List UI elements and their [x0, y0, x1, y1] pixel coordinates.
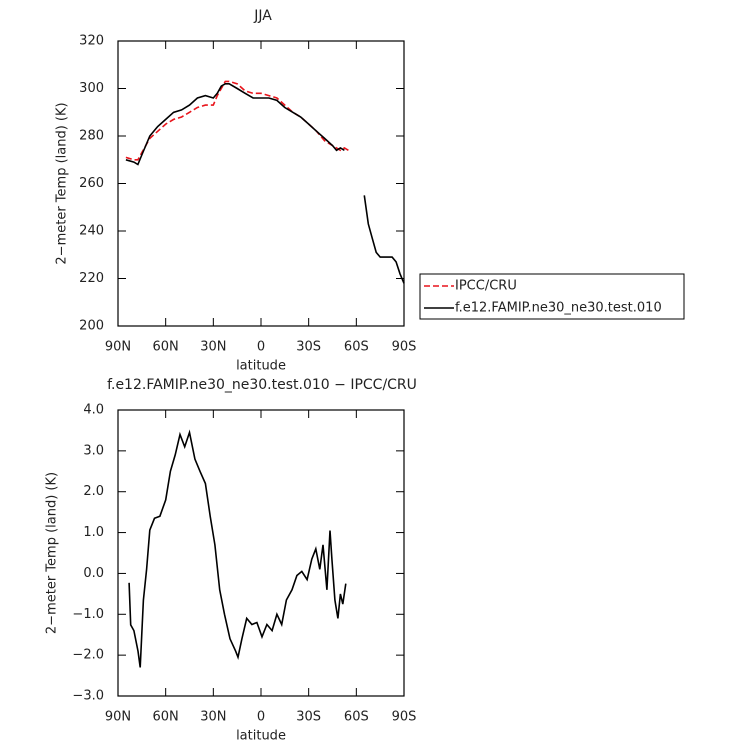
y-tick-label: 0.0	[83, 566, 104, 581]
y-tick-label: 3.0	[83, 443, 104, 458]
x-axis-label: latitude	[236, 359, 286, 374]
y-tick-label: 240	[79, 224, 104, 239]
chart-title: f.e12.FAMIP.ne30_ne30.test.010 − IPCC/CR…	[107, 377, 417, 393]
y-tick-label: 260	[79, 176, 104, 191]
legend-label: IPCC/CRU	[455, 279, 517, 294]
x-tick-label: 60S	[344, 710, 369, 725]
y-tick-label: −3.0	[72, 689, 104, 704]
y-tick-label: −2.0	[72, 648, 104, 663]
x-tick-label: 90S	[392, 710, 417, 725]
y-tick-label: 1.0	[83, 525, 104, 540]
x-tick-label: 30S	[296, 340, 321, 355]
y-axis-label: 2−meter Temp (land) (K)	[45, 472, 60, 634]
x-tick-label: 60S	[344, 340, 369, 355]
y-tick-label: 200	[79, 319, 104, 334]
plot-frame	[117, 40, 405, 327]
data-line	[125, 80, 349, 161]
x-tick-label: 90S	[392, 340, 417, 355]
y-tick-label: −1.0	[72, 607, 104, 622]
plot-frame	[117, 409, 405, 697]
x-tick-label: 90N	[105, 710, 131, 725]
legend-box	[419, 273, 685, 320]
y-tick-label: 320	[79, 34, 104, 49]
x-axis-label: latitude	[236, 729, 286, 744]
y-tick-label: 4.0	[83, 403, 104, 418]
y-tick-label: 280	[79, 129, 104, 144]
y-tick-label: 2.0	[83, 484, 104, 499]
x-tick-label: 0	[257, 710, 265, 725]
x-tick-label: 90N	[105, 340, 131, 355]
y-axis-label: 2−meter Temp (land) (K)	[55, 102, 70, 264]
data-line	[125, 83, 405, 284]
y-tick-label: 220	[79, 271, 104, 286]
x-tick-label: 30N	[200, 340, 226, 355]
x-tick-label: 60N	[153, 340, 179, 355]
data-line	[128, 429, 347, 668]
legend-label: f.e12.FAMIP.ne30_ne30.test.010	[455, 301, 662, 316]
x-tick-label: 30S	[296, 710, 321, 725]
x-tick-label: 0	[257, 340, 265, 355]
y-tick-label: 300	[79, 81, 104, 96]
x-tick-label: 60N	[153, 710, 179, 725]
chart-title: JJA	[253, 8, 272, 24]
x-tick-label: 30N	[200, 710, 226, 725]
